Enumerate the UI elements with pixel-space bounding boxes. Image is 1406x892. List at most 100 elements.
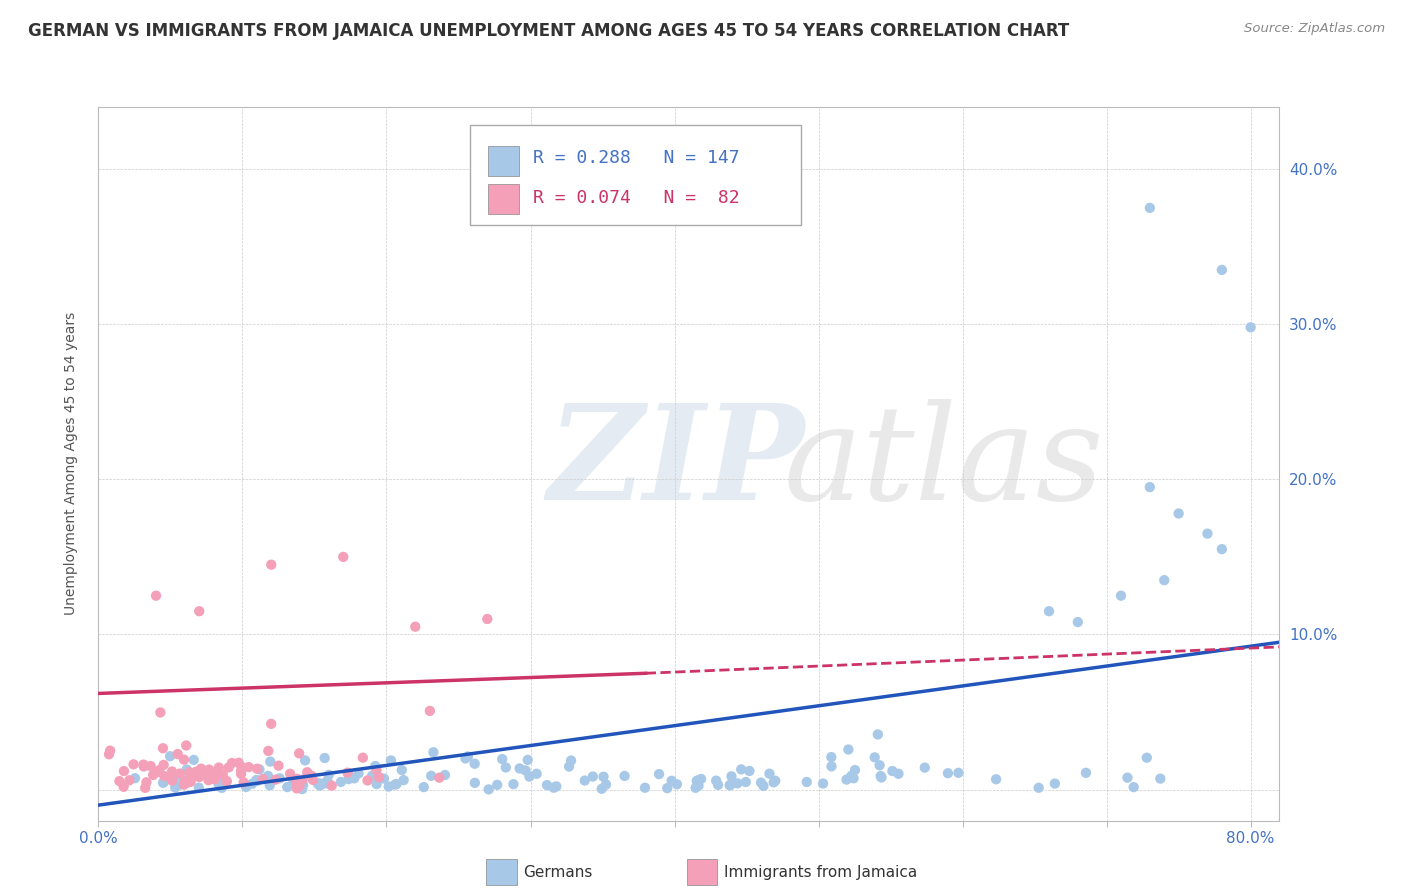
Point <box>718 778 741 792</box>
Point <box>870 771 893 785</box>
Point <box>433 768 456 782</box>
Point <box>1074 765 1097 780</box>
Point <box>457 749 479 764</box>
Point <box>285 772 308 786</box>
Point <box>863 750 886 764</box>
Point <box>887 766 910 780</box>
Point <box>316 773 339 788</box>
Point <box>835 772 858 787</box>
Point <box>1038 604 1060 618</box>
Point <box>108 774 131 789</box>
Point <box>208 777 231 791</box>
Point <box>215 773 238 788</box>
Point <box>477 612 499 626</box>
Y-axis label: Unemployment Among Ages 45 to 54 years: Unemployment Among Ages 45 to 54 years <box>63 312 77 615</box>
Point <box>574 773 596 788</box>
Point <box>134 780 156 795</box>
Point <box>1149 772 1171 786</box>
Point <box>173 753 195 767</box>
Text: ZIP: ZIP <box>547 400 804 528</box>
Point <box>314 776 336 790</box>
FancyBboxPatch shape <box>488 146 519 177</box>
Point <box>267 758 290 772</box>
Point <box>519 770 541 784</box>
Point <box>361 769 384 783</box>
Point <box>297 765 319 780</box>
Point <box>211 780 233 795</box>
Point <box>186 764 208 779</box>
Point <box>132 759 155 773</box>
Point <box>842 772 865 786</box>
Point <box>392 773 415 788</box>
Point <box>288 747 311 761</box>
Point <box>139 759 162 773</box>
Point <box>1139 201 1161 215</box>
Point <box>187 769 209 783</box>
Point <box>526 766 548 780</box>
Point <box>464 776 486 790</box>
Point <box>259 755 281 769</box>
Point <box>215 774 238 789</box>
Point <box>882 764 904 778</box>
Point <box>135 775 157 789</box>
Point <box>285 781 308 796</box>
Point <box>685 780 707 795</box>
Point <box>404 620 426 634</box>
Point <box>211 767 233 781</box>
Point <box>688 779 710 793</box>
Point <box>174 739 197 753</box>
Text: GERMAN VS IMMIGRANTS FROM JAMAICA UNEMPLOYMENT AMONG AGES 45 TO 54 YEARS CORRELA: GERMAN VS IMMIGRANTS FROM JAMAICA UNEMPL… <box>28 22 1070 40</box>
Point <box>269 772 291 786</box>
Point <box>336 765 359 780</box>
Point <box>762 775 785 789</box>
Point <box>1116 771 1139 785</box>
Point <box>1153 573 1175 587</box>
Point <box>187 780 209 795</box>
Text: Germans: Germans <box>523 864 593 880</box>
Point <box>725 776 748 790</box>
Point <box>318 768 340 782</box>
Point <box>1211 542 1233 557</box>
Point <box>948 765 970 780</box>
Point <box>796 775 818 789</box>
FancyBboxPatch shape <box>471 125 801 225</box>
Point <box>112 764 135 778</box>
Point <box>454 751 477 765</box>
Point <box>811 776 834 790</box>
Point <box>352 750 374 764</box>
Text: R = 0.288   N = 147: R = 0.288 N = 147 <box>533 150 740 168</box>
Point <box>112 780 135 794</box>
Point <box>391 763 413 777</box>
Point <box>152 776 174 790</box>
Point <box>229 767 252 781</box>
Point <box>294 753 316 767</box>
Text: R = 0.074   N =  82: R = 0.074 N = 82 <box>533 189 740 207</box>
Point <box>422 745 444 759</box>
Point <box>820 759 842 773</box>
Point <box>118 773 141 788</box>
Point <box>419 704 441 718</box>
Point <box>218 760 240 774</box>
Point <box>1197 526 1219 541</box>
Point <box>595 777 617 791</box>
Point <box>1167 507 1189 521</box>
Point <box>368 770 391 784</box>
Point <box>347 766 370 780</box>
Point <box>257 744 280 758</box>
Point <box>190 762 212 776</box>
Point <box>686 773 709 788</box>
Point <box>718 778 741 792</box>
Point <box>337 768 360 782</box>
Point <box>264 772 287 787</box>
Point <box>204 766 226 780</box>
Point <box>159 749 181 764</box>
Point <box>197 773 219 788</box>
Point <box>329 775 352 789</box>
Point <box>152 775 174 789</box>
Point <box>837 742 859 756</box>
Point <box>657 781 679 796</box>
Point <box>260 716 283 731</box>
Point <box>252 772 274 786</box>
Point <box>1043 776 1066 790</box>
Point <box>582 770 605 784</box>
